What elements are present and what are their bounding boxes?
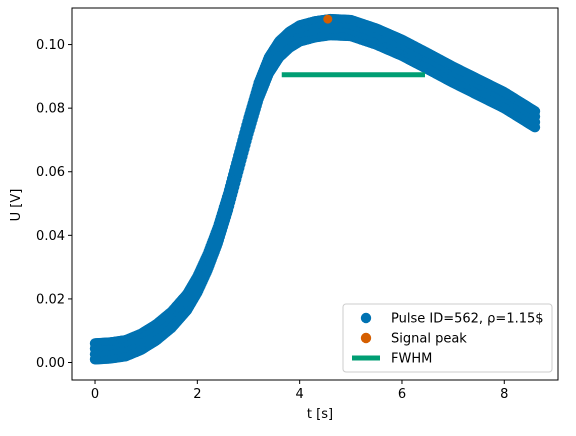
legend-marker-peak xyxy=(361,333,371,343)
y-tick-label: 0.04 xyxy=(36,229,65,244)
x-tick-label: 2 xyxy=(193,387,201,402)
x-tick-label: 6 xyxy=(398,387,406,402)
legend-label: FWHM xyxy=(391,352,432,367)
y-tick-label: 0.06 xyxy=(36,165,65,180)
y-tick-label: 0.08 xyxy=(36,102,65,117)
legend-marker-pulse xyxy=(361,313,371,323)
x-tick-label: 0 xyxy=(91,387,99,402)
y-tick-label: 0.02 xyxy=(36,292,65,307)
x-axis-label: t [s] xyxy=(307,407,333,422)
scatter-point xyxy=(530,106,540,116)
signal-peak-point xyxy=(323,15,332,24)
y-tick-label: 0.00 xyxy=(36,356,65,371)
x-tick-label: 8 xyxy=(500,387,508,402)
legend-label: Pulse ID=562, ρ=1.15$ xyxy=(391,312,544,327)
legend-label: Signal peak xyxy=(391,332,467,347)
x-tick-label: 4 xyxy=(296,387,304,402)
y-axis-label: U [V] xyxy=(9,189,24,222)
legend: Pulse ID=562, ρ=1.15$ Signal peak FWHM xyxy=(343,304,552,372)
y-tick-label: 0.10 xyxy=(36,38,65,53)
